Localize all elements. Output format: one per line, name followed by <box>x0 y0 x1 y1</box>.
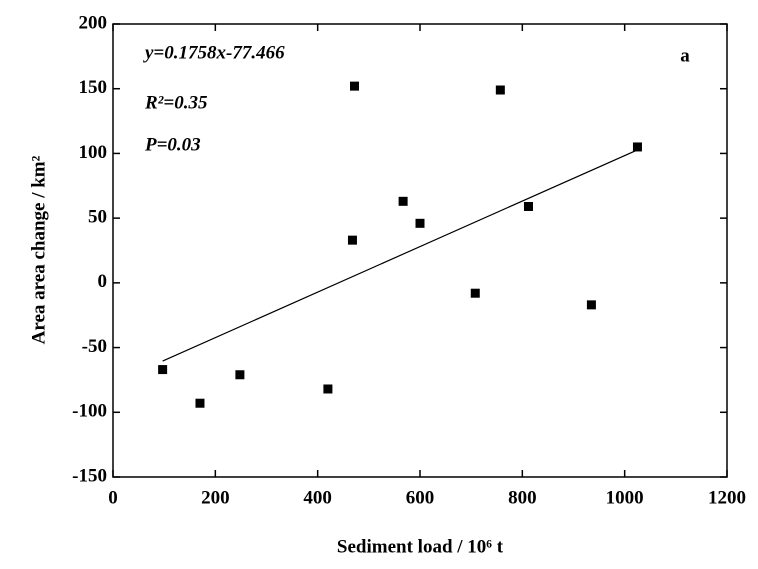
scatter-point <box>158 365 168 375</box>
scatter-point <box>632 142 642 152</box>
y-axis-label: Area area change / km² <box>28 155 49 344</box>
fit-line <box>162 149 638 362</box>
scatter-point <box>235 370 245 380</box>
y-tick-label: -50 <box>82 336 107 357</box>
x-tick-label: 1200 <box>708 487 746 508</box>
y-tick-label: -150 <box>72 465 107 486</box>
x-axis-label: Sediment load / 10⁶ t <box>337 536 504 557</box>
x-tick-label: 0 <box>108 487 118 508</box>
x-tick-label: 400 <box>303 487 332 508</box>
scatter-point <box>415 218 425 228</box>
scatter-point <box>586 300 596 310</box>
p-value: P=0.03 <box>144 134 201 155</box>
y-tick-label: 50 <box>88 207 107 228</box>
scatter-point <box>523 201 533 211</box>
scatter-point <box>398 196 408 206</box>
scatter-point <box>470 288 480 298</box>
scatter-point <box>323 384 333 394</box>
panel-label: a <box>680 45 690 66</box>
r-squared: R²=0.35 <box>144 92 208 113</box>
x-tick-label: 200 <box>201 487 230 508</box>
scatter-point <box>495 85 505 95</box>
y-tick-label: 100 <box>79 142 108 163</box>
scatter-point <box>347 235 357 245</box>
x-tick-label: 1000 <box>606 487 644 508</box>
y-tick-label: -100 <box>72 401 107 422</box>
y-tick-label: 150 <box>79 77 108 98</box>
y-tick-label: 200 <box>79 12 108 33</box>
equation: y=0.1758x-77.466 <box>143 42 285 63</box>
scatter-point <box>350 81 360 91</box>
scatter-point <box>195 398 205 408</box>
y-tick-label: 0 <box>98 271 108 292</box>
x-tick-label: 600 <box>406 487 435 508</box>
x-tick-label: 800 <box>508 487 537 508</box>
